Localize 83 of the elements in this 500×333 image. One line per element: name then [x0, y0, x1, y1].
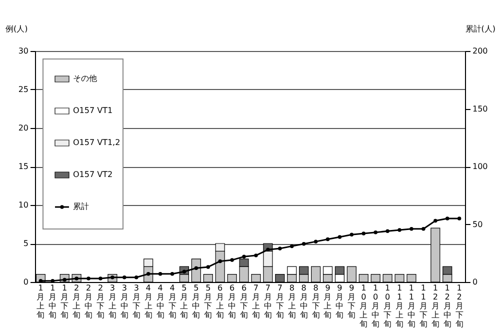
y-axis-title: 例(人)	[6, 24, 28, 34]
x-tick-label: 8月中旬	[300, 284, 308, 320]
point	[206, 265, 210, 269]
y2-axis-title: 累計(人)	[465, 24, 496, 34]
x-tick-label: 8月上旬	[288, 284, 296, 320]
x-tick-label: 5月上旬	[180, 284, 188, 320]
point	[457, 216, 462, 220]
point	[386, 229, 390, 234]
point	[170, 272, 174, 276]
y-tick-label: 20	[18, 124, 28, 132]
y2-tick-label: 200	[472, 46, 488, 56]
point	[290, 244, 294, 248]
x-tick-label: 8月下旬	[312, 284, 320, 320]
point	[445, 216, 450, 220]
point	[254, 254, 258, 258]
legend-label: O157 VT1	[73, 106, 113, 115]
x-tick-label: 9月中旬	[336, 284, 344, 320]
x-tick-label: 4月中旬	[156, 284, 164, 320]
point	[314, 240, 318, 244]
x-tick-label: 9月上旬	[324, 284, 332, 320]
y2-tick-label: 100	[472, 162, 488, 171]
point	[350, 232, 354, 237]
point	[398, 228, 402, 232]
point	[278, 246, 282, 250]
x-tick-label: 11月中旬	[407, 284, 416, 328]
x-tick-label: 4月上旬	[144, 284, 152, 320]
point	[158, 272, 162, 276]
x-tick-label: 2月上旬	[72, 284, 81, 320]
legend-label: O157 VT2	[73, 170, 113, 179]
point	[122, 276, 126, 280]
x-tick-label: 1月上旬	[36, 284, 45, 320]
x-tick-label: 12月下旬	[455, 284, 464, 328]
x-tick-label: 5月中旬	[192, 284, 200, 320]
point	[230, 258, 234, 262]
point	[434, 218, 438, 223]
x-tick-label: 3月中旬	[120, 284, 128, 320]
legend-label: 累計	[73, 202, 89, 211]
x-tick-label: 7月下旬	[276, 284, 284, 320]
x-tick-label: 10月下旬	[384, 284, 392, 328]
x-tick-label: 11月下旬	[419, 284, 428, 328]
point	[326, 237, 330, 242]
x-tick-label: 11月上旬	[396, 284, 404, 328]
point	[422, 227, 426, 231]
x-tick-label: 10月上旬	[360, 284, 368, 328]
point	[362, 232, 366, 236]
point	[374, 230, 378, 234]
x-tick-label: 3月上旬	[108, 284, 116, 320]
y-tick-label: 30	[18, 46, 28, 56]
x-tick-label: 2月下旬	[96, 284, 104, 320]
x-tick-label: 1月中旬	[48, 284, 57, 320]
x-tick-label: 12月上旬	[431, 284, 440, 328]
point	[194, 266, 198, 270]
point	[218, 259, 222, 264]
y-tick-label: 5	[23, 239, 28, 248]
legend-label: その他	[73, 74, 97, 83]
y2-tick-label: 50	[472, 220, 483, 229]
x-tick-label: 2月中旬	[84, 284, 93, 320]
x-tick-label: 5月下旬	[204, 284, 212, 320]
point	[86, 276, 90, 280]
y2-tick-label: 150	[472, 104, 488, 114]
x-tick-label: 7月中旬	[264, 284, 272, 320]
point	[338, 235, 342, 239]
y-tick-label: 25	[18, 85, 28, 94]
y-tick-label: 10	[18, 200, 28, 210]
x-tick-label: 7月上旬	[252, 284, 260, 320]
point	[242, 254, 246, 258]
x-tick-label: 6月下旬	[240, 284, 248, 320]
point	[134, 276, 138, 280]
x-tick-label: 9月下旬	[348, 284, 356, 320]
x-tick-label: 3月下旬	[132, 284, 140, 320]
y2-tick-label: 0	[472, 278, 478, 286]
point	[98, 276, 102, 280]
y-tick-label: 0	[23, 278, 28, 286]
legend-label: O157 VT1,2	[73, 138, 120, 147]
y-tick-label: 15	[18, 162, 28, 171]
point	[302, 242, 306, 246]
x-tick-label: 10月中旬	[372, 284, 380, 328]
point	[410, 227, 414, 231]
x-tick-label: 1月下旬	[60, 284, 69, 320]
x-tick-label: 4月下旬	[168, 284, 176, 320]
x-tick-label: 6月中旬	[228, 284, 236, 320]
x-tick-label: 12月中旬	[443, 284, 452, 328]
x-tick-label: 6月上旬	[216, 284, 224, 320]
